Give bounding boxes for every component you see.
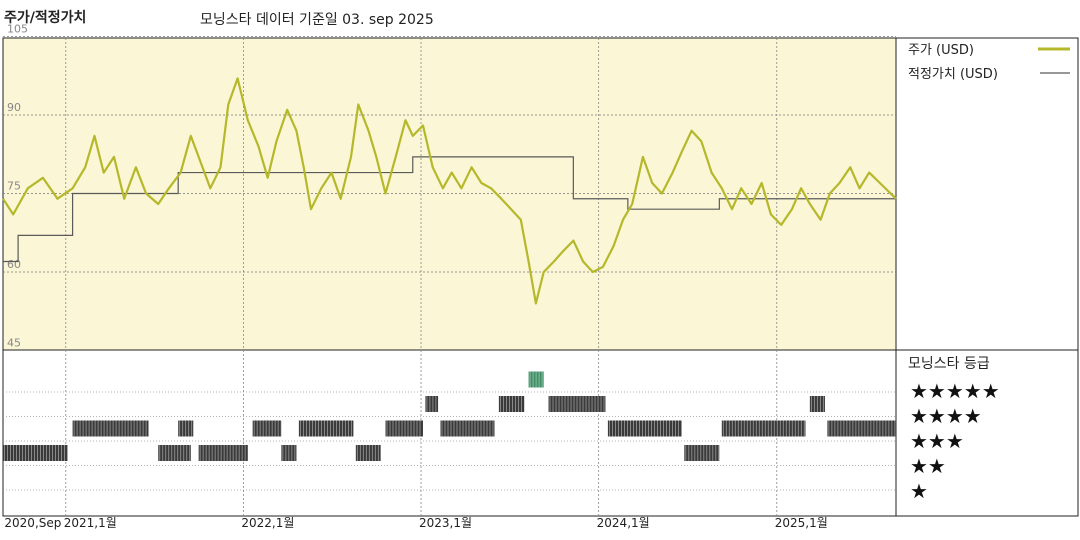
- rating-bar-fill: [721, 420, 806, 437]
- legend-star-row: ★★★: [910, 429, 964, 453]
- legend-star-row: ★: [910, 479, 928, 503]
- rating-bar: [3, 445, 68, 461]
- rating-bar: [440, 420, 495, 437]
- rating-bar: [548, 396, 606, 412]
- rating-bar: [425, 396, 439, 412]
- x-tick-label: 2020,Sep: [4, 516, 61, 530]
- rating-bars: [3, 371, 896, 461]
- legend-fair-value-label: 적정가치 (USD): [908, 67, 998, 82]
- y-tick-label: 75: [7, 180, 21, 193]
- rating-bar: [281, 445, 297, 461]
- y-axis-tick-labels: 105 90 75 60 45: [7, 23, 28, 350]
- x-tick-label: 2022,1월: [241, 516, 294, 530]
- series-lines: [2, 77, 897, 305]
- rating-bar-fill: [440, 420, 495, 437]
- rating-bar-fill: [355, 445, 381, 461]
- legend-price-label: 주가 (USD): [908, 43, 974, 58]
- rating-bar: [607, 420, 682, 437]
- legend-rating-title: 모닝스타 등급: [908, 356, 990, 372]
- x-tick-label: 2025,1월: [775, 516, 828, 530]
- rating-bar-fill: [684, 445, 720, 461]
- rating-bar-fill: [198, 445, 248, 461]
- y-tick-label: 105: [7, 23, 28, 36]
- price-line: [2, 77, 897, 305]
- rating-bar: [298, 420, 354, 437]
- y-tick-label: 45: [7, 337, 21, 350]
- rating-bar: [385, 420, 423, 437]
- legend-star-row: ★★★★: [910, 404, 982, 428]
- chart-subtitle: 모닝스타 데이터 기준일 03. sep 2025: [200, 12, 434, 28]
- rating-bar: [684, 445, 720, 461]
- rating-bar: [809, 396, 825, 412]
- rating-bar-fill: [72, 420, 149, 437]
- outer-border: [2, 37, 1079, 517]
- rating-bar: [827, 420, 896, 437]
- x-tick-label: 2021,1월: [64, 516, 117, 530]
- legend-star-row: ★★★★★: [910, 379, 1000, 403]
- y-tick-label: 90: [7, 101, 21, 114]
- rating-bar: [528, 371, 544, 388]
- rating-bar-fill: [3, 445, 68, 461]
- chart-title: 주가/적정가치: [4, 10, 87, 26]
- rating-bar-fill: [498, 396, 525, 412]
- rating-bar: [158, 445, 191, 461]
- rating-bar: [178, 420, 194, 437]
- rating-bar: [198, 445, 248, 461]
- rating-bar: [355, 445, 381, 461]
- rating-bar-fill: [425, 396, 439, 412]
- x-axis-tick-labels: 2020,Sep 2021,1월 2022,1월 2023,1월 2024,1월 2025…: [4, 516, 827, 530]
- x-tick-label: 2024,1월: [597, 516, 650, 530]
- rating-bar: [498, 396, 525, 412]
- fair-value-line: [3, 156, 896, 263]
- legend: 주가 (USD)적정가치 (USD)모닝스타 등급★★★★★★★★★★★★★★★: [908, 43, 1070, 503]
- legend-star-row: ★★: [910, 454, 946, 478]
- x-tick-label: 2023,1월: [419, 516, 472, 530]
- rating-bar: [721, 420, 806, 437]
- y-tick-label: 60: [7, 258, 21, 271]
- rating-bar-fill: [607, 420, 682, 437]
- rating-bar: [72, 420, 149, 437]
- rating-bar: [252, 420, 282, 437]
